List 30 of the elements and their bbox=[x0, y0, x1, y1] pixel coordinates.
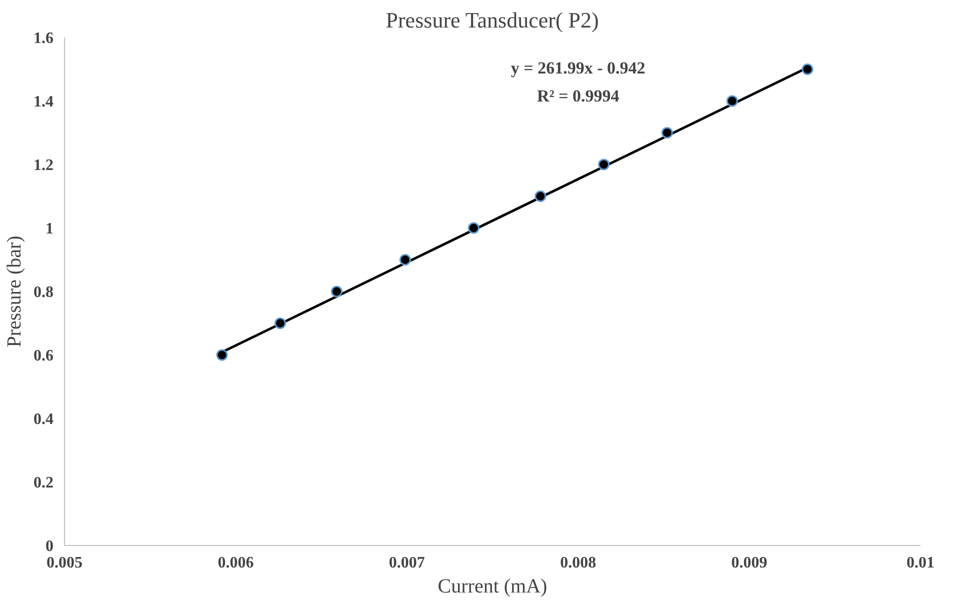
annotation: R² = 0.9994 bbox=[536, 86, 620, 106]
x-tick-label: 0.005 bbox=[46, 554, 82, 572]
annotation: y = 261.99x - 0.942 bbox=[510, 58, 646, 78]
point bbox=[330, 286, 342, 298]
x-tick-label: 0.01 bbox=[906, 554, 934, 572]
point bbox=[216, 349, 228, 361]
y-tick-label: 1.2 bbox=[34, 157, 54, 174]
point bbox=[661, 127, 673, 138]
y-tick-label: 0.8 bbox=[34, 284, 54, 301]
y-tick-label: 1 bbox=[46, 220, 54, 238]
point bbox=[534, 190, 546, 202]
point bbox=[399, 254, 411, 266]
y-axis-title: Pressure (bar) bbox=[4, 236, 26, 348]
y-tick-label: 0.4 bbox=[34, 411, 54, 428]
y-tick-label: 1.4 bbox=[34, 94, 54, 110]
point bbox=[468, 222, 480, 234]
y-tick-label: 1.6 bbox=[34, 30, 54, 47]
chart-title: Pressure Tansducer( P2) bbox=[386, 8, 599, 32]
point bbox=[802, 64, 814, 75]
y-tick-label: 0.2 bbox=[34, 474, 54, 492]
point bbox=[598, 158, 610, 170]
y-tick-label: 0 bbox=[46, 538, 54, 555]
x-tick-label: 0.009 bbox=[731, 554, 768, 572]
x-tick-label: 0.006 bbox=[218, 554, 254, 572]
point bbox=[274, 318, 286, 329]
y-tick-label: 0.6 bbox=[34, 348, 54, 364]
point bbox=[726, 95, 738, 107]
x-tick-label: 0.007 bbox=[388, 554, 425, 572]
x-tick-label: 0.008 bbox=[560, 554, 596, 572]
x-axis-title: Current (mA) bbox=[438, 576, 548, 598]
